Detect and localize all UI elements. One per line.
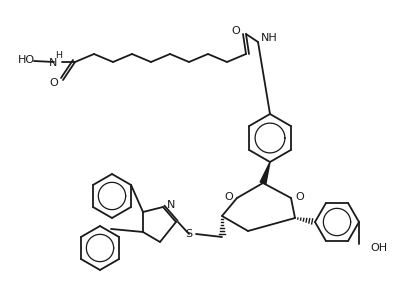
Text: O: O bbox=[295, 192, 304, 202]
Text: H: H bbox=[55, 51, 62, 59]
Text: N: N bbox=[49, 58, 57, 68]
Text: NH: NH bbox=[261, 33, 278, 43]
Text: OH: OH bbox=[370, 243, 387, 253]
Text: O: O bbox=[224, 192, 233, 202]
Text: S: S bbox=[185, 229, 192, 239]
Polygon shape bbox=[260, 162, 270, 184]
Text: O: O bbox=[231, 26, 240, 36]
Text: N: N bbox=[167, 200, 175, 210]
Text: O: O bbox=[49, 78, 58, 88]
Text: HO: HO bbox=[17, 55, 35, 65]
